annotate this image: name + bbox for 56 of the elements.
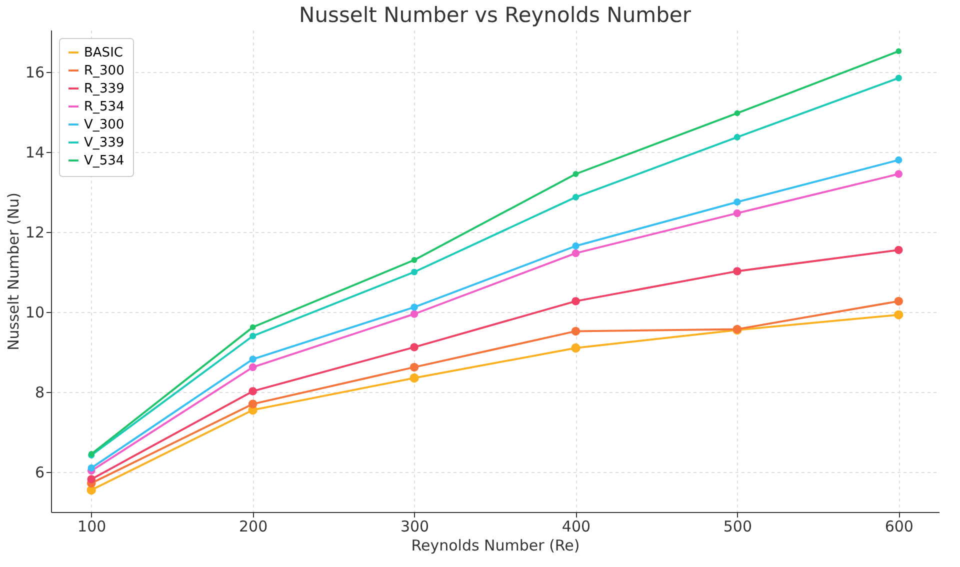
legend-label: V_534: [84, 154, 124, 168]
point: [571, 326, 580, 336]
point: [734, 134, 740, 140]
x-tick-label: 400: [562, 518, 591, 536]
point: [87, 475, 96, 484]
point: [572, 242, 580, 250]
x-tick-label: 500: [723, 518, 752, 536]
point: [895, 74, 902, 82]
legend-label: R_300: [84, 64, 124, 78]
x-tick-label: 100: [78, 518, 106, 536]
x-tick-label: 600: [884, 518, 914, 536]
point: [733, 209, 742, 218]
y-tick-label: 16: [25, 64, 44, 82]
point: [894, 170, 903, 178]
legend-label: V_300: [84, 118, 124, 132]
y-tick-label: 10: [25, 304, 44, 322]
legend-label: BASIC: [84, 46, 123, 60]
point: [410, 304, 418, 311]
legend-label: V_339: [84, 136, 124, 150]
point: [894, 246, 903, 254]
point: [572, 297, 580, 306]
point: [88, 464, 95, 472]
legend-label: R_534: [84, 100, 124, 114]
point: [895, 156, 902, 164]
point: [572, 249, 580, 258]
point: [734, 198, 741, 206]
y-tick-label: 8: [34, 384, 44, 402]
legend-label: R_339: [84, 82, 124, 96]
point: [410, 310, 418, 318]
point: [249, 356, 256, 363]
point: [410, 268, 418, 276]
y-tick-label: 12: [25, 224, 44, 242]
x-tick-label: 200: [239, 518, 268, 536]
point: [733, 267, 742, 276]
point: [410, 373, 419, 383]
point: [248, 400, 258, 408]
point: [410, 362, 419, 372]
point: [250, 324, 256, 330]
point: [896, 48, 902, 54]
point: [572, 171, 579, 177]
point: [734, 110, 740, 116]
y-tick-label: 6: [34, 464, 44, 482]
point: [571, 343, 580, 353]
y-axis-title: Nusselt Number (Nu): [4, 192, 22, 350]
point: [572, 194, 580, 200]
point: [248, 363, 257, 372]
point: [894, 296, 904, 306]
point: [894, 310, 904, 320]
point: [250, 332, 256, 340]
point: [248, 387, 257, 396]
x-tick-label: 300: [400, 518, 430, 536]
point: [411, 257, 418, 263]
chart-title: Nusselt Number vs Reynolds Number: [299, 3, 692, 27]
point: [410, 343, 418, 352]
x-axis-title: Reynolds Number (Re): [411, 536, 580, 554]
y-tick-label: 14: [25, 144, 44, 162]
